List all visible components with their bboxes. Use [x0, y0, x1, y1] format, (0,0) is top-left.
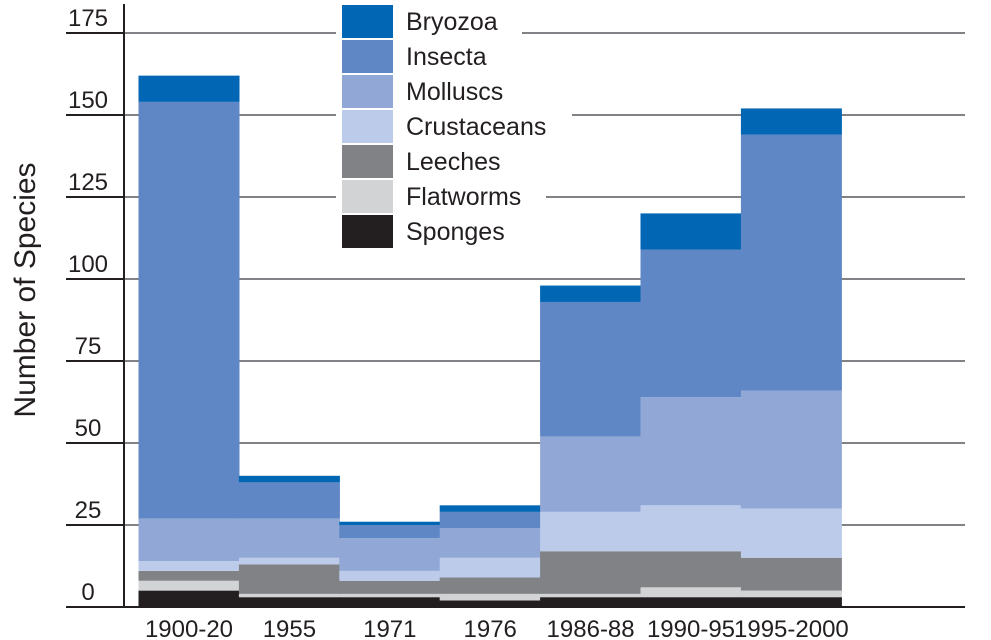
bar-segment-sponges	[238, 597, 340, 607]
y-tick-label: 0	[81, 579, 94, 606]
bar-segment-molluscs	[339, 538, 441, 571]
y-tick-label: 125	[68, 169, 108, 196]
bar-segment-insecta	[640, 249, 742, 398]
bar-segment-crustaceans	[339, 570, 441, 581]
bar-segment-crustaceans	[138, 561, 240, 571]
x-tick-label: 1990-95	[647, 616, 735, 640]
legend-label-background	[402, 145, 522, 178]
bar-segment-sponges	[740, 597, 842, 607]
bar-segment-crustaceans	[439, 557, 541, 578]
legend-swatch-leeches	[342, 145, 393, 178]
bar-segment-insecta	[740, 134, 842, 391]
bar-segment-flatworms	[439, 593, 541, 601]
bar-segment-leeches	[540, 551, 642, 594]
bar-segment-leeches	[640, 551, 742, 588]
legend-label-background	[402, 75, 526, 108]
legend-label-sponges: Sponges	[406, 218, 505, 246]
bar-segment-leeches	[238, 564, 340, 594]
y-tick-label: 50	[75, 415, 102, 442]
x-tick-label: 1955	[263, 616, 316, 640]
bar-segment-crustaceans	[540, 511, 642, 552]
bars	[138, 75, 842, 607]
bar-segment-insecta	[540, 301, 642, 437]
bar-segment-bryozoa	[339, 521, 441, 525]
bar-segment-sponges	[339, 597, 441, 607]
bar-segment-leeches	[740, 557, 842, 591]
bar-segment-flatworms	[138, 580, 240, 591]
legend-label-background	[402, 215, 524, 248]
bar-segment-molluscs	[439, 528, 541, 558]
legend-label-insecta: Insecta	[406, 43, 487, 71]
legend-swatch-bryozoa	[342, 5, 393, 38]
legend-swatch-flatworms	[342, 180, 393, 213]
y-axis-label: Number of Species	[9, 162, 42, 417]
legend-label-background	[402, 110, 572, 143]
x-tick-label: 1971	[363, 616, 416, 640]
bar-segment-bryozoa	[439, 505, 541, 512]
legend-label-background	[402, 180, 546, 213]
bar-segment-insecta	[238, 482, 340, 519]
axes: 0 25 50 75 100 125 150 175 1900-20 1955 1971 1976 19…	[66, 4, 965, 640]
y-tick-label: 75	[75, 333, 102, 360]
bar-segment-molluscs	[138, 518, 240, 562]
bar-segment-insecta	[339, 525, 441, 539]
legend-label-background	[402, 5, 520, 38]
legend-label-leeches: Leeches	[406, 148, 501, 176]
legend-label-molluscs: Molluscs	[406, 78, 503, 106]
bar-segment-sponges	[138, 590, 240, 607]
x-tick-label: 1986-88	[547, 616, 635, 640]
bar-segment-crustaceans	[640, 505, 742, 552]
legend-swatch-crustaceans	[342, 110, 393, 143]
bar-segment-crustaceans	[740, 508, 842, 558]
bar-segment-flatworms	[640, 587, 742, 598]
bar-segment-leeches	[138, 570, 240, 581]
y-tick-label: 175	[68, 5, 108, 32]
bar-segment-insecta	[439, 511, 541, 529]
y-tick-label: 150	[68, 87, 108, 114]
bar-segment-bryozoa	[740, 108, 842, 135]
bar-segment-insecta	[138, 101, 240, 519]
legend-label-background	[402, 40, 508, 73]
bar-segment-sponges	[540, 597, 642, 607]
y-tick-label: 25	[75, 497, 102, 524]
bar-segment-molluscs	[540, 436, 642, 512]
y-tick-label: 100	[68, 251, 108, 278]
legend: Bryozoa Insecta Molluscs Crustaceans Leeches…	[336, 0, 572, 258]
x-tick-label: 1995-2000	[734, 616, 849, 640]
bar-segment-bryozoa	[138, 75, 240, 102]
bar-segment-molluscs	[740, 390, 842, 509]
bar-segment-bryozoa	[540, 285, 642, 302]
bar-segment-flatworms	[238, 593, 340, 598]
legend-swatch-sponges	[342, 215, 393, 248]
bar-segment-bryozoa	[640, 213, 742, 250]
bar-segment-flatworms	[540, 593, 642, 598]
bar-segment-sponges	[439, 600, 541, 607]
bar-segment-molluscs	[640, 397, 742, 506]
bar-segment-molluscs	[238, 518, 340, 558]
bar-segment-leeches	[439, 577, 541, 594]
bar-segment-flatworms	[740, 590, 842, 598]
bar-segment-leeches	[339, 580, 441, 594]
legend-label-flatworms: Flatworms	[406, 183, 521, 211]
x-tick-label: 1976	[464, 616, 517, 640]
bar-segment-flatworms	[339, 593, 441, 598]
bar-segment-sponges	[640, 597, 742, 607]
legend-label-bryozoa: Bryozoa	[406, 8, 498, 36]
bar-segment-crustaceans	[238, 557, 340, 565]
bar-segment-bryozoa	[238, 475, 340, 483]
legend-label-crustaceans: Crustaceans	[406, 113, 546, 141]
legend-swatch-insecta	[342, 40, 393, 73]
legend-swatch-molluscs	[342, 75, 393, 108]
x-tick-label: 1900-20	[145, 616, 233, 640]
